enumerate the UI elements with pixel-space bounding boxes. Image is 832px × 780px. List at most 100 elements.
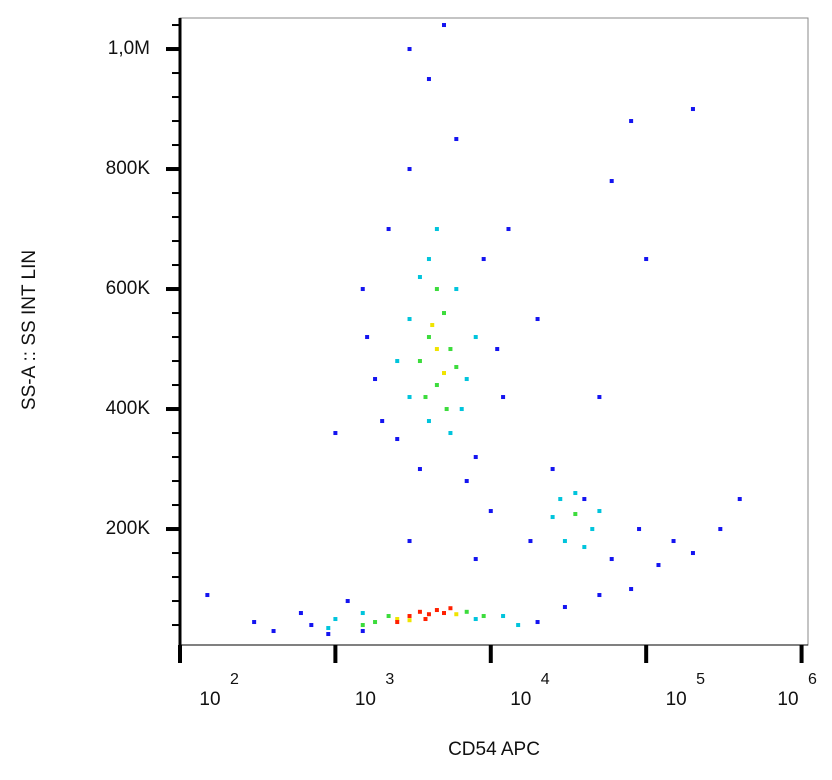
point (454, 612, 459, 617)
x-tick-exponent: 4 (541, 671, 550, 688)
point (488, 509, 493, 514)
point (558, 497, 563, 502)
point (434, 608, 439, 613)
x-tick-exponent: 3 (385, 671, 394, 688)
x-tick-label: 10 (666, 689, 687, 710)
x-tick-exponent: 2 (230, 671, 239, 688)
point (395, 617, 400, 622)
point (407, 539, 412, 544)
point (459, 407, 464, 412)
point (464, 479, 469, 484)
point (656, 563, 661, 568)
point (360, 629, 365, 634)
point (448, 431, 453, 436)
point (637, 527, 642, 532)
point (464, 609, 469, 614)
point (426, 77, 431, 82)
y-tick-label: 200K (106, 518, 151, 539)
point (501, 614, 506, 619)
point (205, 593, 210, 598)
point (426, 335, 431, 340)
point (528, 539, 533, 544)
point (481, 257, 486, 262)
point (360, 611, 365, 616)
point (582, 545, 587, 550)
point (434, 383, 439, 388)
point (426, 419, 431, 424)
point (454, 287, 459, 292)
point (473, 617, 478, 622)
point (473, 455, 478, 460)
point (386, 614, 391, 619)
point (454, 365, 459, 370)
point (609, 557, 614, 562)
point (597, 593, 602, 598)
point (426, 612, 431, 617)
point (562, 605, 567, 610)
point (430, 323, 435, 328)
point (481, 614, 486, 619)
point (407, 167, 412, 172)
point (442, 371, 447, 376)
point (326, 632, 331, 637)
point (417, 467, 422, 472)
point (407, 395, 412, 400)
point (395, 359, 400, 364)
point (495, 347, 500, 352)
x-tick-label: 10 (510, 689, 531, 710)
point (407, 614, 412, 619)
point (434, 347, 439, 352)
point (550, 515, 555, 520)
point (516, 623, 521, 628)
point (448, 347, 453, 352)
point (373, 620, 378, 625)
point (718, 527, 723, 532)
point (454, 137, 459, 142)
point (644, 257, 649, 262)
point (434, 227, 439, 232)
point (407, 618, 412, 623)
point (609, 179, 614, 184)
point (573, 491, 578, 496)
point (333, 431, 338, 436)
point (333, 617, 338, 622)
point (271, 629, 276, 634)
point (373, 377, 378, 382)
point (597, 395, 602, 400)
point (407, 317, 412, 322)
point (737, 497, 742, 502)
point (395, 437, 400, 442)
point (407, 47, 412, 52)
x-tick-label: 10 (355, 689, 376, 710)
point (671, 539, 676, 544)
point (629, 119, 634, 124)
point (448, 606, 453, 611)
point (423, 395, 428, 400)
y-axis-label: SS-A :: SS INT LIN (19, 250, 40, 410)
point (444, 407, 449, 412)
point (380, 419, 385, 424)
y-tick-label: 400K (106, 398, 151, 419)
point (501, 395, 506, 400)
point (423, 617, 428, 622)
point (417, 359, 422, 364)
point (442, 311, 447, 316)
point (582, 497, 587, 502)
point (690, 551, 695, 556)
point (360, 623, 365, 628)
x-tick-label: 10 (777, 689, 798, 710)
plot-frame (179, 17, 809, 646)
y-tick-label: 1,0M (108, 38, 150, 59)
y-tick-label: 800K (106, 158, 151, 179)
point (535, 317, 540, 322)
point (426, 257, 431, 262)
point (629, 587, 634, 592)
point (326, 626, 331, 631)
x-tick-exponent: 6 (808, 671, 817, 688)
point (386, 227, 391, 232)
point (597, 509, 602, 514)
point (365, 335, 370, 340)
point (473, 557, 478, 562)
point (298, 611, 303, 616)
point (464, 377, 469, 382)
